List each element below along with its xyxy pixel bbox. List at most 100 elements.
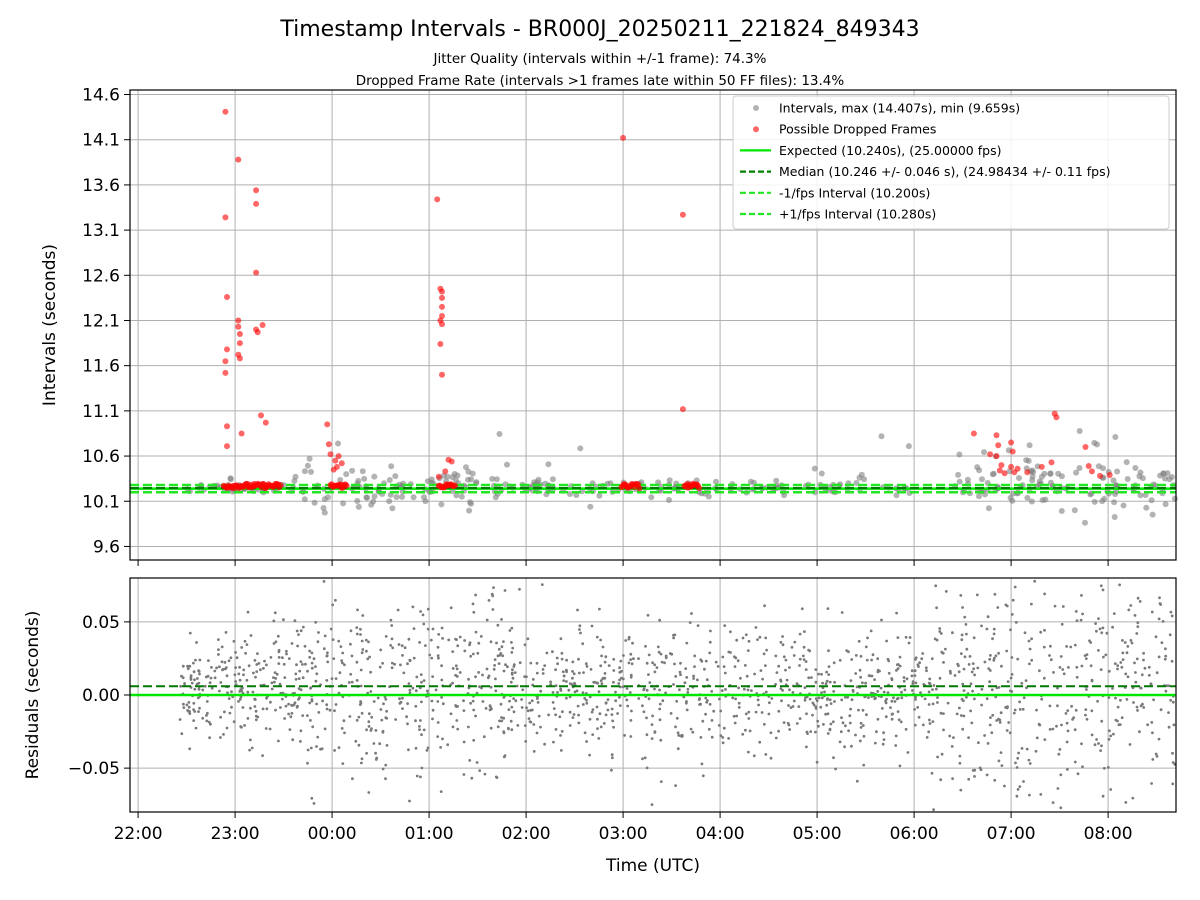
residual-point bbox=[708, 702, 712, 706]
residual-point bbox=[1006, 705, 1009, 709]
residual-point bbox=[414, 719, 417, 723]
residual-point bbox=[201, 716, 205, 720]
residual-point bbox=[817, 696, 821, 700]
residual-point bbox=[1171, 761, 1175, 764]
x-tick-label: 05:00 bbox=[793, 824, 842, 844]
residual-point bbox=[571, 676, 574, 680]
residual-point bbox=[983, 734, 986, 737]
residual-point bbox=[378, 742, 382, 746]
residual-point bbox=[479, 635, 483, 638]
residual-point bbox=[717, 724, 721, 727]
residual-point bbox=[332, 657, 336, 660]
residual-point bbox=[406, 702, 409, 705]
residual-point bbox=[882, 731, 885, 735]
residual-point bbox=[206, 711, 209, 715]
residual-point bbox=[181, 676, 185, 680]
residual-point bbox=[598, 712, 602, 716]
residual-point bbox=[232, 639, 236, 643]
interval-point bbox=[1148, 497, 1155, 504]
residual-point bbox=[672, 683, 675, 686]
residual-point bbox=[747, 639, 751, 643]
residual-point bbox=[1171, 751, 1174, 755]
residual-point bbox=[333, 709, 336, 713]
residual-point bbox=[788, 728, 792, 731]
residual-point bbox=[774, 683, 777, 686]
residual-point bbox=[393, 662, 396, 666]
residual-point bbox=[391, 646, 395, 650]
residual-point bbox=[627, 637, 631, 641]
residual-point bbox=[961, 682, 965, 686]
residual-point bbox=[337, 639, 341, 643]
dropped-frame-point bbox=[452, 482, 458, 489]
residual-point bbox=[238, 697, 242, 701]
interval-point bbox=[438, 501, 445, 508]
residual-point bbox=[396, 608, 400, 612]
residual-point bbox=[287, 657, 291, 660]
residual-point bbox=[251, 690, 255, 694]
residual-point bbox=[709, 629, 712, 633]
residual-point bbox=[1127, 608, 1131, 612]
legend-items: Intervals, max (14.407s), min (9.659s)Po… bbox=[740, 101, 1110, 222]
residual-point bbox=[1116, 667, 1119, 671]
interval-point bbox=[596, 492, 603, 499]
residual-point bbox=[253, 659, 257, 662]
residual-point bbox=[950, 745, 954, 748]
residual-point bbox=[197, 681, 201, 685]
dropped-frame-point bbox=[335, 453, 342, 460]
residual-point bbox=[382, 702, 385, 706]
residual-point bbox=[604, 655, 608, 659]
residual-point bbox=[295, 705, 299, 709]
residual-point bbox=[802, 658, 806, 661]
residual-point bbox=[896, 636, 900, 639]
residual-point bbox=[287, 712, 290, 716]
residual-point bbox=[252, 671, 255, 675]
residual-point bbox=[965, 695, 968, 699]
residual-point bbox=[1035, 736, 1039, 740]
x-tick-label: 00:00 bbox=[308, 824, 357, 844]
residual-point bbox=[1034, 749, 1038, 753]
residual-point bbox=[188, 664, 192, 668]
residual-point bbox=[531, 678, 535, 681]
residual-point bbox=[418, 725, 421, 728]
residual-point bbox=[887, 659, 891, 663]
residual-point bbox=[606, 698, 610, 701]
residual-point bbox=[793, 640, 797, 644]
residual-point bbox=[936, 701, 939, 704]
residual-point bbox=[508, 629, 512, 632]
residual-point bbox=[331, 603, 334, 607]
residual-point bbox=[367, 640, 370, 644]
residual-point bbox=[492, 586, 495, 589]
residual-point bbox=[218, 689, 221, 693]
residual-point bbox=[656, 645, 660, 649]
residual-point bbox=[1084, 657, 1088, 660]
residual-point bbox=[1060, 723, 1063, 727]
residual-point bbox=[1100, 744, 1103, 748]
residual-point bbox=[454, 637, 457, 641]
interval-point bbox=[1076, 465, 1083, 471]
residual-point bbox=[722, 726, 726, 730]
residual-point bbox=[389, 644, 393, 647]
residual-point bbox=[992, 627, 996, 631]
residual-point bbox=[295, 629, 299, 633]
interval-point bbox=[410, 494, 417, 501]
residual-point bbox=[426, 746, 430, 750]
residual-point bbox=[828, 698, 832, 702]
residual-point bbox=[1033, 579, 1037, 583]
residual-point bbox=[449, 606, 453, 610]
y-tick-label: −0.05 bbox=[68, 759, 120, 779]
residual-point bbox=[918, 661, 921, 665]
intervals-points bbox=[184, 428, 1178, 526]
residual-point bbox=[782, 721, 786, 724]
residual-point bbox=[1059, 773, 1063, 777]
residual-point bbox=[1066, 768, 1069, 771]
dropped-frame-point bbox=[222, 358, 229, 365]
residual-point bbox=[737, 686, 740, 690]
residual-point bbox=[819, 705, 823, 709]
residual-point bbox=[399, 700, 403, 704]
residual-point bbox=[742, 687, 746, 691]
residual-point bbox=[1093, 743, 1097, 747]
residual-point bbox=[1123, 641, 1127, 644]
interval-point bbox=[1137, 469, 1144, 476]
residual-point bbox=[629, 675, 633, 679]
residual-point bbox=[677, 734, 681, 737]
